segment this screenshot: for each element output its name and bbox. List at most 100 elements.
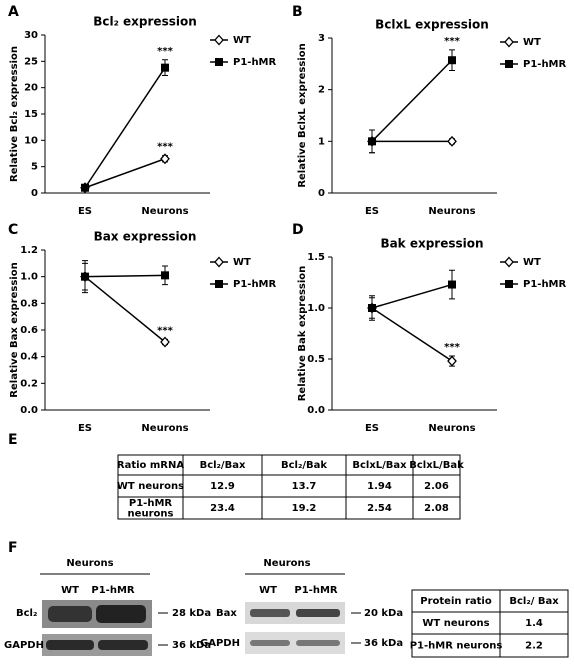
y-tick-label: 0.4 [20, 352, 38, 363]
table-cell: 19.2 [292, 503, 317, 514]
table-header: Protein ratio [420, 596, 492, 607]
blot-band [250, 640, 290, 646]
marker [447, 135, 457, 147]
x-tick-label: ES [365, 206, 379, 217]
table-cell: 13.7 [292, 481, 317, 492]
blot-band [96, 605, 146, 623]
size-label: 20 kDa [364, 608, 403, 619]
blot-background [245, 632, 345, 654]
panel-letter: D [292, 222, 304, 238]
x-tick-label: Neurons [141, 423, 188, 434]
marker [215, 58, 223, 66]
lane-label: WT [61, 585, 79, 596]
marker [368, 304, 376, 312]
y-tick-label: 30 [24, 30, 38, 41]
x-tick-label: Neurons [428, 423, 475, 434]
size-label: 36 kDa [172, 640, 211, 651]
marker [81, 183, 89, 192]
series-line [371, 59, 453, 142]
y-axis-label: Relative BclxL expression [297, 43, 308, 187]
series-line [84, 274, 166, 278]
panel-letter: F [8, 540, 18, 556]
table-header: BclxL/Bax [352, 460, 407, 471]
y-tick-label: 1 [318, 136, 325, 147]
table-border [411, 589, 569, 658]
annotation: *** [444, 342, 460, 353]
blot-band [296, 640, 340, 646]
blot-title: Neurons [263, 558, 310, 569]
marker [160, 336, 170, 348]
marker [447, 355, 457, 367]
blot-band [250, 609, 290, 617]
table-cell: 2.54 [367, 503, 392, 514]
table-border [117, 454, 461, 520]
panel-letter: C [8, 222, 18, 238]
y-tick-label: 0.5 [307, 354, 325, 365]
marker [504, 256, 514, 268]
table-header: Bcl₂/Bak [281, 460, 327, 471]
blot-background [42, 634, 152, 656]
x-tick-label: Neurons [428, 206, 475, 217]
y-tick-label: 5 [31, 162, 38, 173]
x-tick-label: ES [78, 423, 92, 434]
blot-background [245, 602, 345, 624]
blot-band [98, 640, 148, 650]
table-cell: 12.9 [210, 481, 235, 492]
table-header: Bcl₂/Bax [200, 460, 246, 471]
y-axis-label: Relative Bax expression [9, 262, 20, 397]
protein-label: GAPDH [4, 640, 44, 651]
chart-title: Bcl₂ expression [93, 15, 197, 29]
y-tick-label: 15 [24, 109, 38, 120]
y-tick-label: 0.2 [20, 378, 38, 389]
marker [448, 280, 456, 289]
marker [505, 280, 513, 288]
blot-band [46, 640, 94, 650]
size-label: 28 kDa [172, 608, 211, 619]
y-tick-label: 1.0 [307, 303, 325, 314]
blot-band [296, 609, 340, 617]
table-cell: 2.06 [424, 481, 449, 492]
table-cell: 1.94 [367, 481, 392, 492]
series-line [84, 67, 166, 189]
annotation: *** [157, 46, 173, 57]
y-tick-label: 0.6 [20, 325, 38, 336]
y-tick-label: 0.0 [307, 405, 325, 416]
chart-title: Bax expression [94, 230, 197, 244]
y-axis-label: Relative Bak expression [297, 266, 308, 402]
y-tick-label: 3 [318, 33, 325, 44]
blot-band [48, 606, 92, 622]
table-cell: WT neurons [117, 481, 184, 492]
protein-label: GAPDH [200, 638, 240, 649]
x-tick-label: Neurons [141, 206, 188, 217]
lane-label: WT [259, 585, 277, 596]
marker [504, 36, 514, 48]
legend-label: P1-hMR [523, 59, 567, 70]
table-header: Bcl₂/ Bax [509, 596, 559, 607]
lane-label: P1-hMR [294, 585, 338, 596]
protein-label: Bax [216, 608, 237, 619]
legend-label: WT [523, 37, 541, 48]
annotation: *** [157, 325, 173, 336]
y-tick-label: 0.8 [20, 298, 38, 309]
legend-label: WT [523, 257, 541, 268]
marker [215, 280, 223, 288]
legend-label: P1-hMR [233, 57, 277, 68]
table-cell: 2.2 [525, 641, 543, 652]
marker [448, 56, 456, 65]
y-tick-label: 1.5 [307, 252, 325, 263]
annotation: *** [157, 142, 173, 153]
legend-label: P1-hMR [233, 279, 277, 290]
series-line [371, 307, 453, 362]
protein-label: Bcl₂ [16, 608, 37, 619]
lane-label: P1-hMR [91, 585, 135, 596]
x-tick-label: ES [365, 423, 379, 434]
y-tick-label: 0 [31, 188, 38, 199]
series-line [84, 276, 166, 343]
table-cell: P1-hMR neurons [128, 498, 174, 520]
y-tick-label: 25 [24, 56, 38, 67]
marker [160, 153, 170, 165]
table-cell: WT neurons [422, 618, 489, 629]
panel-letter: A [8, 4, 19, 20]
chart-title: BclxL expression [375, 18, 489, 32]
